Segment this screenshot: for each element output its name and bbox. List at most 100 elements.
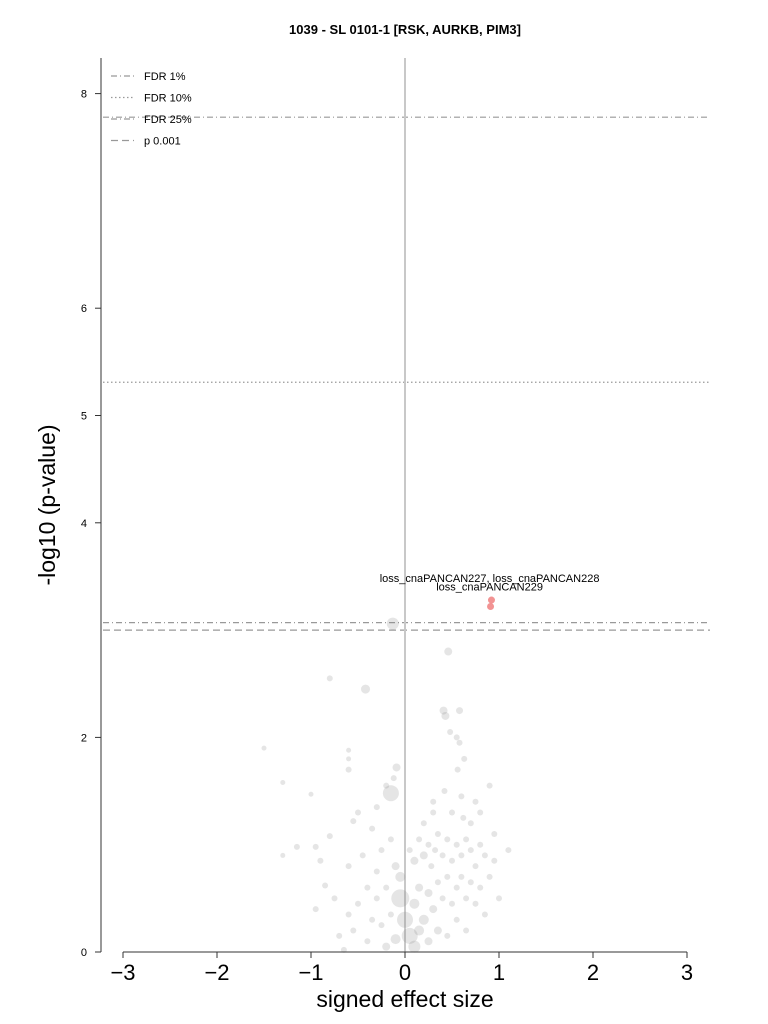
legend-label: FDR 1% [144, 71, 186, 83]
threshold-lines [103, 116, 710, 631]
data-point [383, 884, 390, 891]
data-point [336, 932, 343, 939]
data-point [317, 857, 324, 864]
data-point [390, 934, 401, 945]
data-point [420, 820, 427, 827]
data-point [391, 889, 410, 908]
legend-label: p 0.001 [144, 136, 181, 148]
data-point [441, 711, 450, 720]
data-point [373, 895, 380, 902]
data-point [261, 745, 267, 751]
data-point [444, 647, 453, 656]
data-point [346, 756, 352, 762]
x-axis-label: signed effect size [316, 986, 493, 1012]
data-point [401, 927, 418, 944]
data-point [439, 706, 448, 715]
y-tick-label: 8 [81, 89, 87, 101]
data-point [458, 852, 465, 859]
data-point [432, 847, 439, 854]
y-tick-label: 0 [81, 947, 87, 959]
data-point [424, 937, 433, 946]
data-point [505, 847, 512, 854]
data-point [472, 900, 479, 907]
data-point [472, 863, 479, 870]
highlighted-point [487, 596, 495, 604]
highlighted-point [487, 602, 495, 610]
data-point [350, 818, 357, 825]
data-point [312, 906, 319, 913]
data-point [345, 863, 352, 870]
data-point [444, 873, 451, 880]
data-point [491, 857, 498, 864]
data-point [293, 843, 300, 850]
annotations: loss_cnaPANCAN227, loss_cnaPANCAN228loss… [380, 573, 600, 594]
data-point [345, 766, 352, 773]
data-point [383, 782, 390, 789]
data-point [449, 809, 455, 816]
data-point [424, 888, 433, 897]
data-point [447, 729, 454, 736]
data-point [312, 843, 319, 850]
data-point [378, 847, 385, 854]
data-point [453, 734, 460, 741]
y-tick-label: 2 [81, 732, 87, 744]
data-point [430, 809, 437, 816]
data-point [355, 900, 361, 907]
data-point [416, 836, 423, 843]
data-point [397, 911, 413, 928]
data-point [326, 675, 333, 682]
data-point [472, 798, 479, 805]
data-point [463, 836, 470, 843]
data-point [449, 857, 455, 864]
data-point [386, 617, 399, 630]
data-point [453, 884, 460, 891]
data-point [454, 766, 461, 773]
x-tick-label: 3 [681, 960, 693, 985]
data-point [280, 852, 286, 858]
data-point [460, 814, 467, 821]
data-point [434, 830, 441, 837]
data-point [415, 883, 424, 892]
data-point [340, 946, 347, 953]
data-point [373, 868, 380, 875]
x-tick-label: 0 [399, 960, 411, 985]
data-point [369, 916, 376, 923]
data-point [392, 763, 401, 772]
data-points [261, 617, 512, 953]
data-point [439, 852, 446, 859]
data-point [477, 884, 484, 891]
y-tick-label: 4 [81, 518, 87, 530]
data-point [434, 879, 441, 886]
data-point [439, 895, 446, 902]
data-point [429, 905, 438, 914]
highlighted-points [487, 596, 495, 610]
data-point [387, 911, 394, 918]
data-point [391, 862, 400, 871]
data-point [408, 940, 421, 953]
data-point [477, 809, 484, 816]
data-point [458, 873, 465, 880]
legend: FDR 1% FDR 10% FDR 25% p 0.001 [111, 71, 192, 148]
x-ticks: −3 −2 −1 0 1 2 3 [110, 952, 693, 985]
data-point [425, 841, 432, 848]
data-point [486, 873, 493, 880]
data-point [477, 841, 484, 848]
data-point [453, 916, 460, 923]
data-point [461, 755, 468, 762]
x-tick-label: 1 [493, 960, 505, 985]
data-point [486, 782, 493, 789]
data-point [444, 836, 451, 843]
data-point [373, 804, 380, 811]
data-point [350, 927, 357, 934]
data-point [419, 851, 428, 860]
data-point [359, 852, 366, 859]
data-point [444, 932, 451, 939]
data-point [395, 871, 406, 882]
data-point [382, 785, 399, 802]
data-point [414, 925, 425, 936]
data-point [390, 775, 397, 782]
legend-label: FDR 25% [144, 114, 192, 126]
data-point [467, 879, 474, 886]
data-point [322, 882, 329, 889]
